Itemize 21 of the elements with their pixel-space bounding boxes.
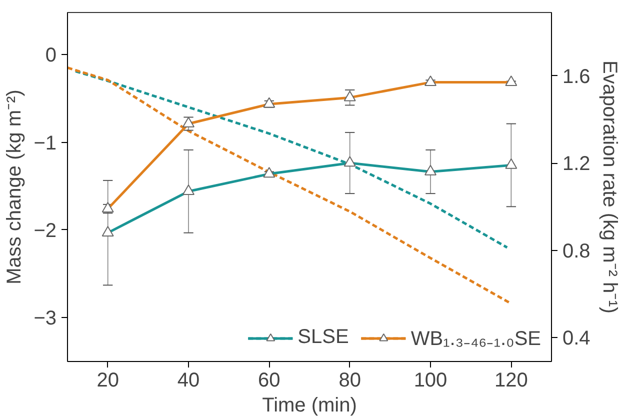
y2-tick-label: 1.2 <box>562 153 590 176</box>
line-series <box>74 70 508 249</box>
y-tick-label: 0 <box>45 44 56 67</box>
x-tick-label: 120 <box>494 370 528 392</box>
x-tick-label: 40 <box>177 370 200 392</box>
line-series <box>68 66 512 305</box>
x-tick-label: 20 <box>96 370 119 392</box>
legend-label: SLSE <box>298 326 349 349</box>
y-tick-label: −1 <box>34 132 57 154</box>
y2-tick-label: 0.4 <box>562 328 590 350</box>
x-tick-label: 100 <box>414 370 448 392</box>
x-tick-label: 60 <box>258 370 280 392</box>
x-tick-label: 80 <box>338 370 361 392</box>
y-tick-label: −3 <box>34 308 57 330</box>
x-axis-title: Time (min) <box>262 394 357 416</box>
y2-axis-title: Evaporation rate (kg m⁻² h⁻¹) <box>598 60 620 314</box>
y-axis-title: Mass change (kg m⁻²) <box>4 90 26 284</box>
y2-tick-label: 0.8 <box>562 240 590 262</box>
legend-label: WB₁.₃₋₄₆₋₁.₀SE <box>410 327 541 351</box>
y-tick-label: −2 <box>34 220 57 242</box>
y2-tick-label: 1.6 <box>562 66 590 88</box>
